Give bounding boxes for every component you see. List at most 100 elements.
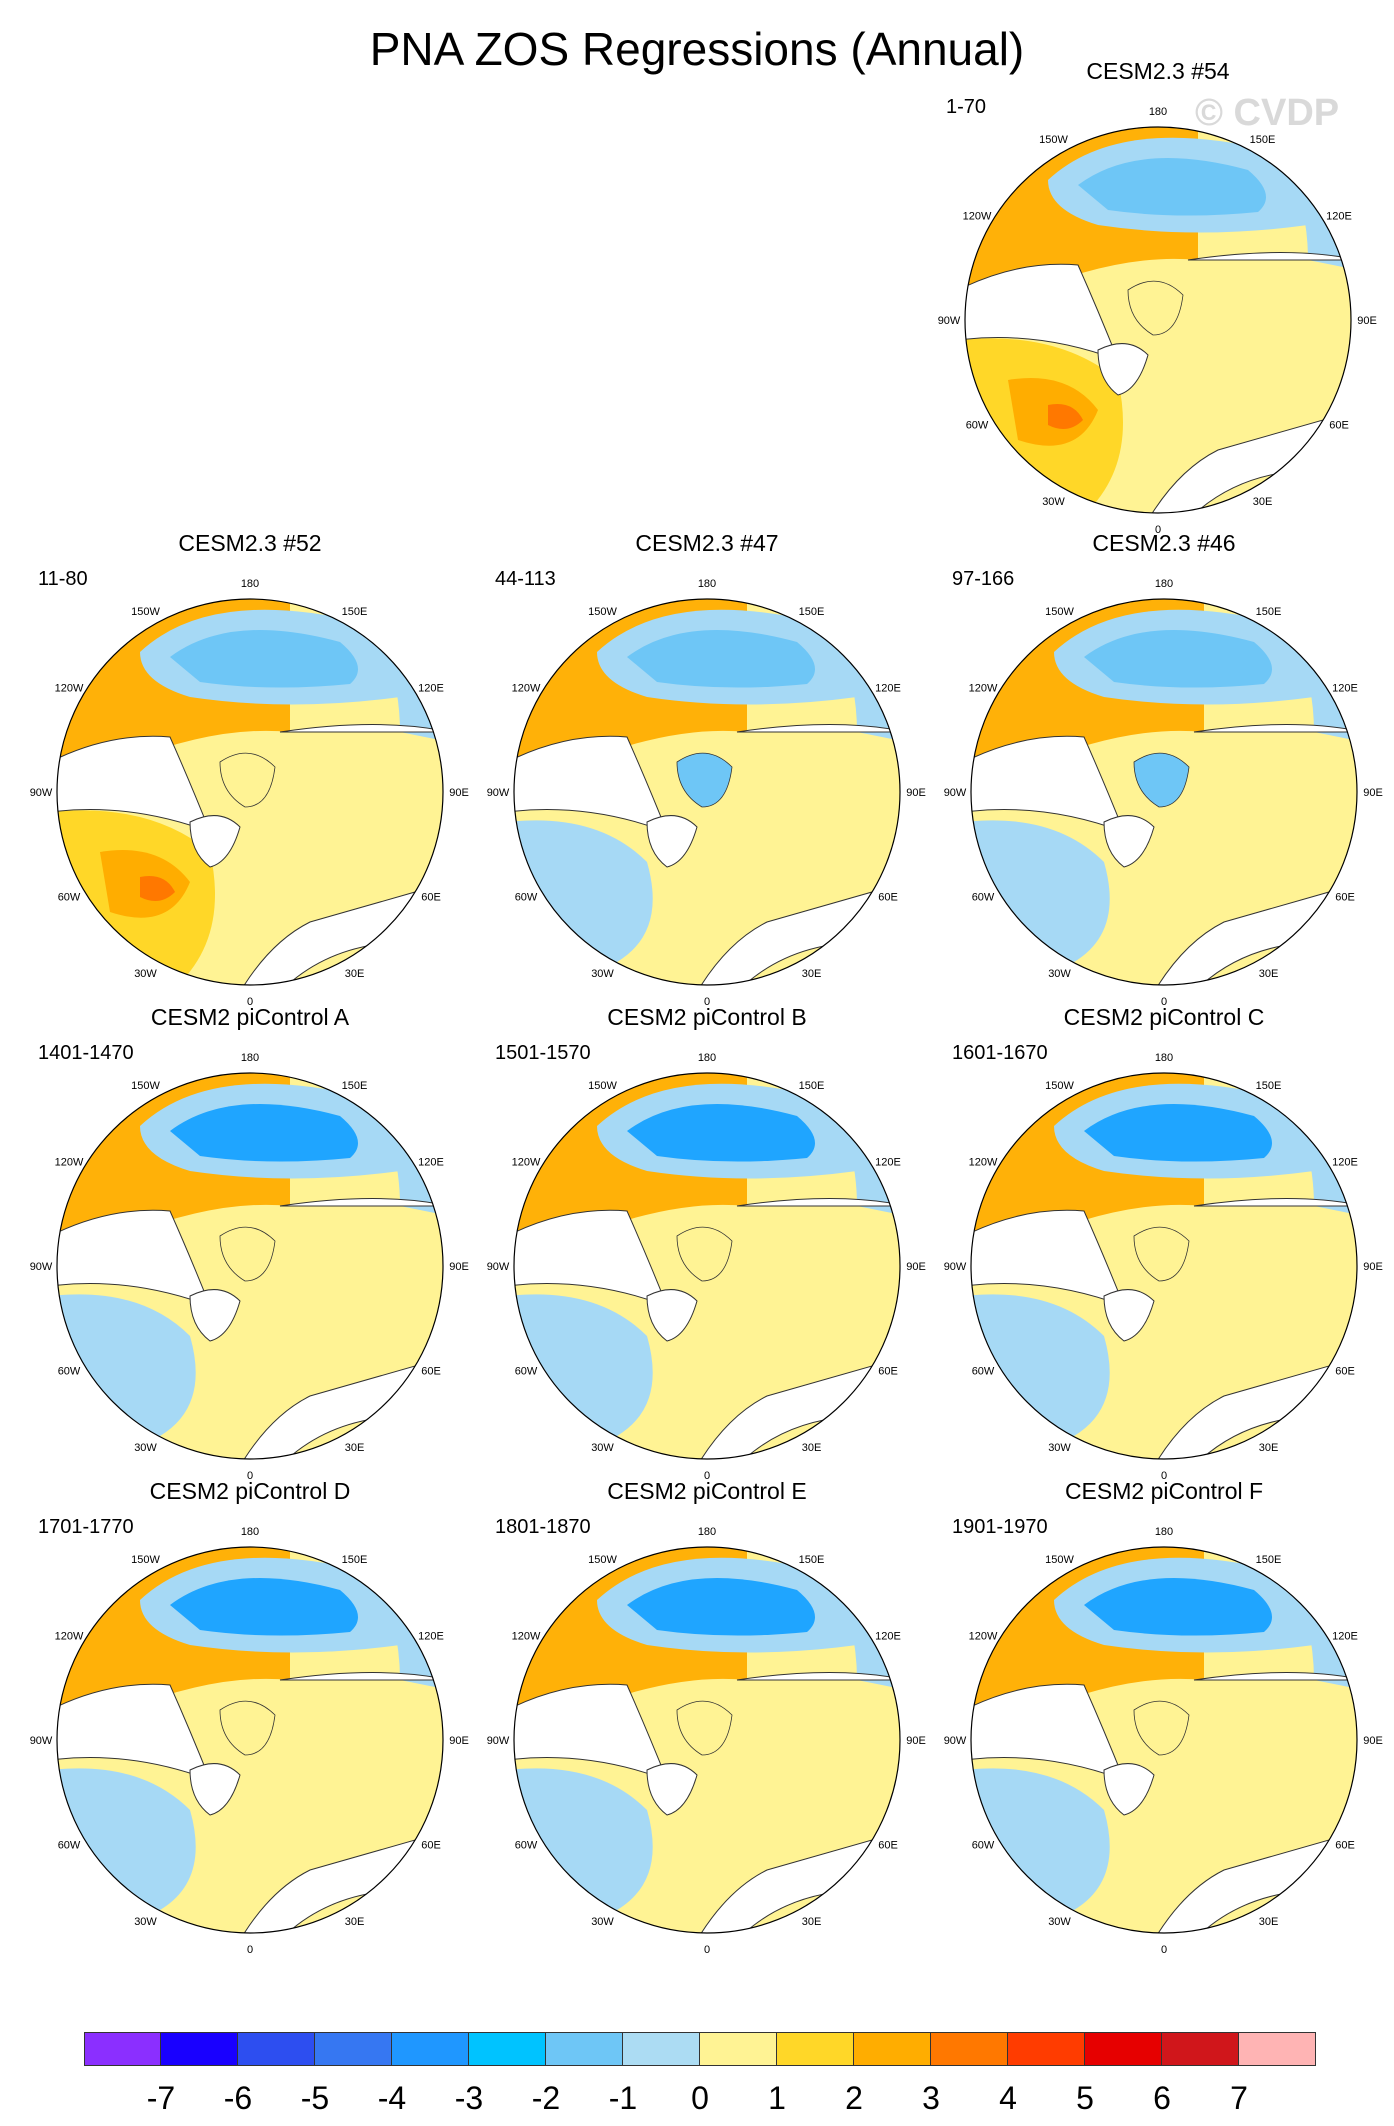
lon-label: 180 (241, 1526, 259, 1538)
lon-label: 60E (878, 892, 898, 904)
lon-label: 120E (418, 1631, 444, 1643)
lon-label: 180 (1155, 1052, 1173, 1064)
lon-label: 120W (969, 1631, 998, 1643)
lon-label: 30W (134, 1442, 157, 1454)
panel-title: CESM2 piControl B (607, 1004, 807, 1030)
lon-label: 60E (878, 1840, 898, 1852)
colorbar-label: -5 (300, 2080, 330, 2116)
colorbar-swatch (392, 2032, 469, 2066)
lon-label: 180 (1149, 106, 1167, 118)
lon-label: 30E (345, 1442, 365, 1454)
lon-label: 30E (802, 1916, 822, 1928)
colorbar-swatch (854, 2032, 931, 2066)
lon-label: 0 (247, 1944, 253, 1956)
map-panel: CESM2 piControl B 1501-1570 180 150E 120E 90E… (477, 1004, 937, 1482)
lon-label: 180 (698, 1052, 716, 1064)
map-panel: CESM2 piControl F 1901-1970 180 150E 120E 90E… (934, 1478, 1394, 1956)
colorbar-label: -4 (377, 2080, 407, 2116)
lon-label: 90W (487, 1735, 510, 1747)
lon-label: 30W (134, 968, 157, 980)
lon-label: 90W (938, 315, 961, 327)
lon-label: 150E (799, 606, 825, 618)
lon-label: 90W (944, 787, 967, 799)
cvdp-watermark: © CVDP (1195, 92, 1340, 134)
panel-title: CESM2.3 #52 (178, 530, 322, 556)
lon-label: 30W (1048, 1916, 1071, 1928)
lon-label: 30W (591, 1916, 614, 1928)
panel-years: 1501-1570 (495, 1042, 591, 1064)
lon-label: 90E (1363, 787, 1383, 799)
polar-map: 180 150E 120E 90E 60E 30E 0 30W 60W 90W 120W 150W (30, 1052, 469, 1482)
lon-label: 60E (421, 892, 441, 904)
lon-label: 120E (1326, 211, 1352, 223)
panel-title: CESM2 piControl E (607, 1478, 807, 1504)
colorbar-label: 1 (768, 2080, 786, 2116)
lon-label: 30E (1259, 968, 1279, 980)
lon-label: 120W (963, 211, 992, 223)
panel-title: CESM2.3 #46 (1092, 530, 1236, 556)
lon-label: 180 (241, 1052, 259, 1064)
colorbar-swatch (315, 2032, 392, 2066)
polar-map: 180 150E 120E 90E 60E 30E 0 30W 60W 90W 120W 150W (944, 1052, 1383, 1482)
colorbar-swatch (161, 2032, 238, 2066)
colorbar-label: 7 (1230, 2080, 1248, 2116)
lon-label: 90W (487, 787, 510, 799)
colorbar-swatch (84, 2032, 161, 2066)
lon-label: 60W (515, 1366, 538, 1378)
colorbar-swatch (777, 2032, 854, 2066)
colorbar-label: -3 (454, 2080, 484, 2116)
polar-map: 180 150E 120E 90E 60E 30E 0 30W 60W 90W 120W 150W (487, 1526, 926, 1956)
lon-label: 90E (449, 1261, 469, 1273)
lon-label: 0 (704, 1470, 710, 1482)
panel-title: CESM2 piControl A (150, 1004, 350, 1030)
lon-label: 60W (966, 420, 989, 432)
panel-years: 1601-1670 (952, 1042, 1048, 1064)
colorbar-label: 3 (922, 2080, 940, 2116)
lon-label: 90W (944, 1261, 967, 1273)
lon-label: 120E (875, 1157, 901, 1169)
colorbar-label: 5 (1076, 2080, 1094, 2116)
lon-label: 150W (131, 1080, 160, 1092)
panel-years: 1-70 (946, 96, 987, 118)
panel-years: 1401-1470 (38, 1042, 134, 1064)
lon-label: 90W (944, 1735, 967, 1747)
lon-label: 120E (1332, 1631, 1358, 1643)
lon-label: 150E (799, 1554, 825, 1566)
figure-title: PNA ZOS Regressions (Annual) (369, 23, 1025, 75)
lon-label: 180 (698, 578, 716, 590)
panel-years: 1901-1970 (952, 1516, 1048, 1538)
map-panel: CESM2 piControl E 1801-1870 180 150E 120E 90E… (477, 1478, 937, 1956)
lon-label: 150E (1250, 134, 1276, 146)
lon-label: 90E (1357, 315, 1377, 327)
panel-title: CESM2 piControl C (1063, 1004, 1265, 1030)
colorbar-label: 2 (845, 2080, 863, 2116)
lon-label: 60E (421, 1840, 441, 1852)
lon-label: 30E (1253, 496, 1273, 508)
panel-years: 97-166 (952, 568, 1015, 590)
lon-label: 60W (58, 1366, 81, 1378)
lon-label: 90W (487, 1261, 510, 1273)
lon-label: 30E (802, 968, 822, 980)
lon-label: 60E (1335, 892, 1355, 904)
lon-label: 90W (30, 1735, 53, 1747)
lon-label: 120E (418, 1157, 444, 1169)
lon-label: 90E (449, 1735, 469, 1747)
lon-label: 150W (1039, 134, 1068, 146)
lon-label: 90E (906, 1261, 926, 1273)
lon-label: 180 (1155, 1526, 1173, 1538)
lon-label: 120W (969, 683, 998, 695)
lon-label: 120W (55, 1631, 84, 1643)
lon-label: 120E (1332, 683, 1358, 695)
polar-map: 180 150E 120E 90E 60E 30E 0 30W 60W 90W 120W 150W (944, 578, 1383, 1008)
lon-label: 120W (512, 1631, 541, 1643)
panel-years: 1801-1870 (495, 1516, 591, 1538)
colorbar-label: 6 (1153, 2080, 1171, 2116)
panel-title: CESM2 piControl F (1064, 1478, 1264, 1504)
lon-label: 30W (591, 968, 614, 980)
map-panel: CESM2.3 #52 11-80 180 150E 120E 90E 60E 30E 0 30W… (20, 530, 480, 1008)
lon-label: 0 (1155, 524, 1161, 536)
colorbar-swatch (1085, 2032, 1162, 2066)
colorbar-label: 0 (691, 2080, 709, 2116)
lon-label: 60W (972, 1366, 995, 1378)
lon-label: 150E (342, 1080, 368, 1092)
